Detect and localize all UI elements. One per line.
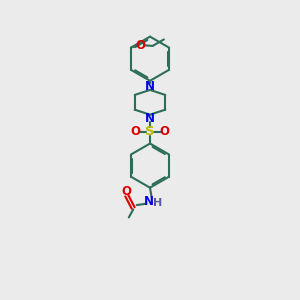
Text: O: O bbox=[159, 125, 169, 138]
Text: O: O bbox=[135, 39, 145, 52]
Text: N: N bbox=[143, 195, 154, 208]
Text: H: H bbox=[153, 198, 162, 208]
Text: N: N bbox=[145, 80, 155, 93]
Text: S: S bbox=[145, 125, 155, 138]
Text: O: O bbox=[122, 185, 132, 198]
Text: O: O bbox=[131, 125, 141, 138]
Text: N: N bbox=[145, 112, 155, 125]
